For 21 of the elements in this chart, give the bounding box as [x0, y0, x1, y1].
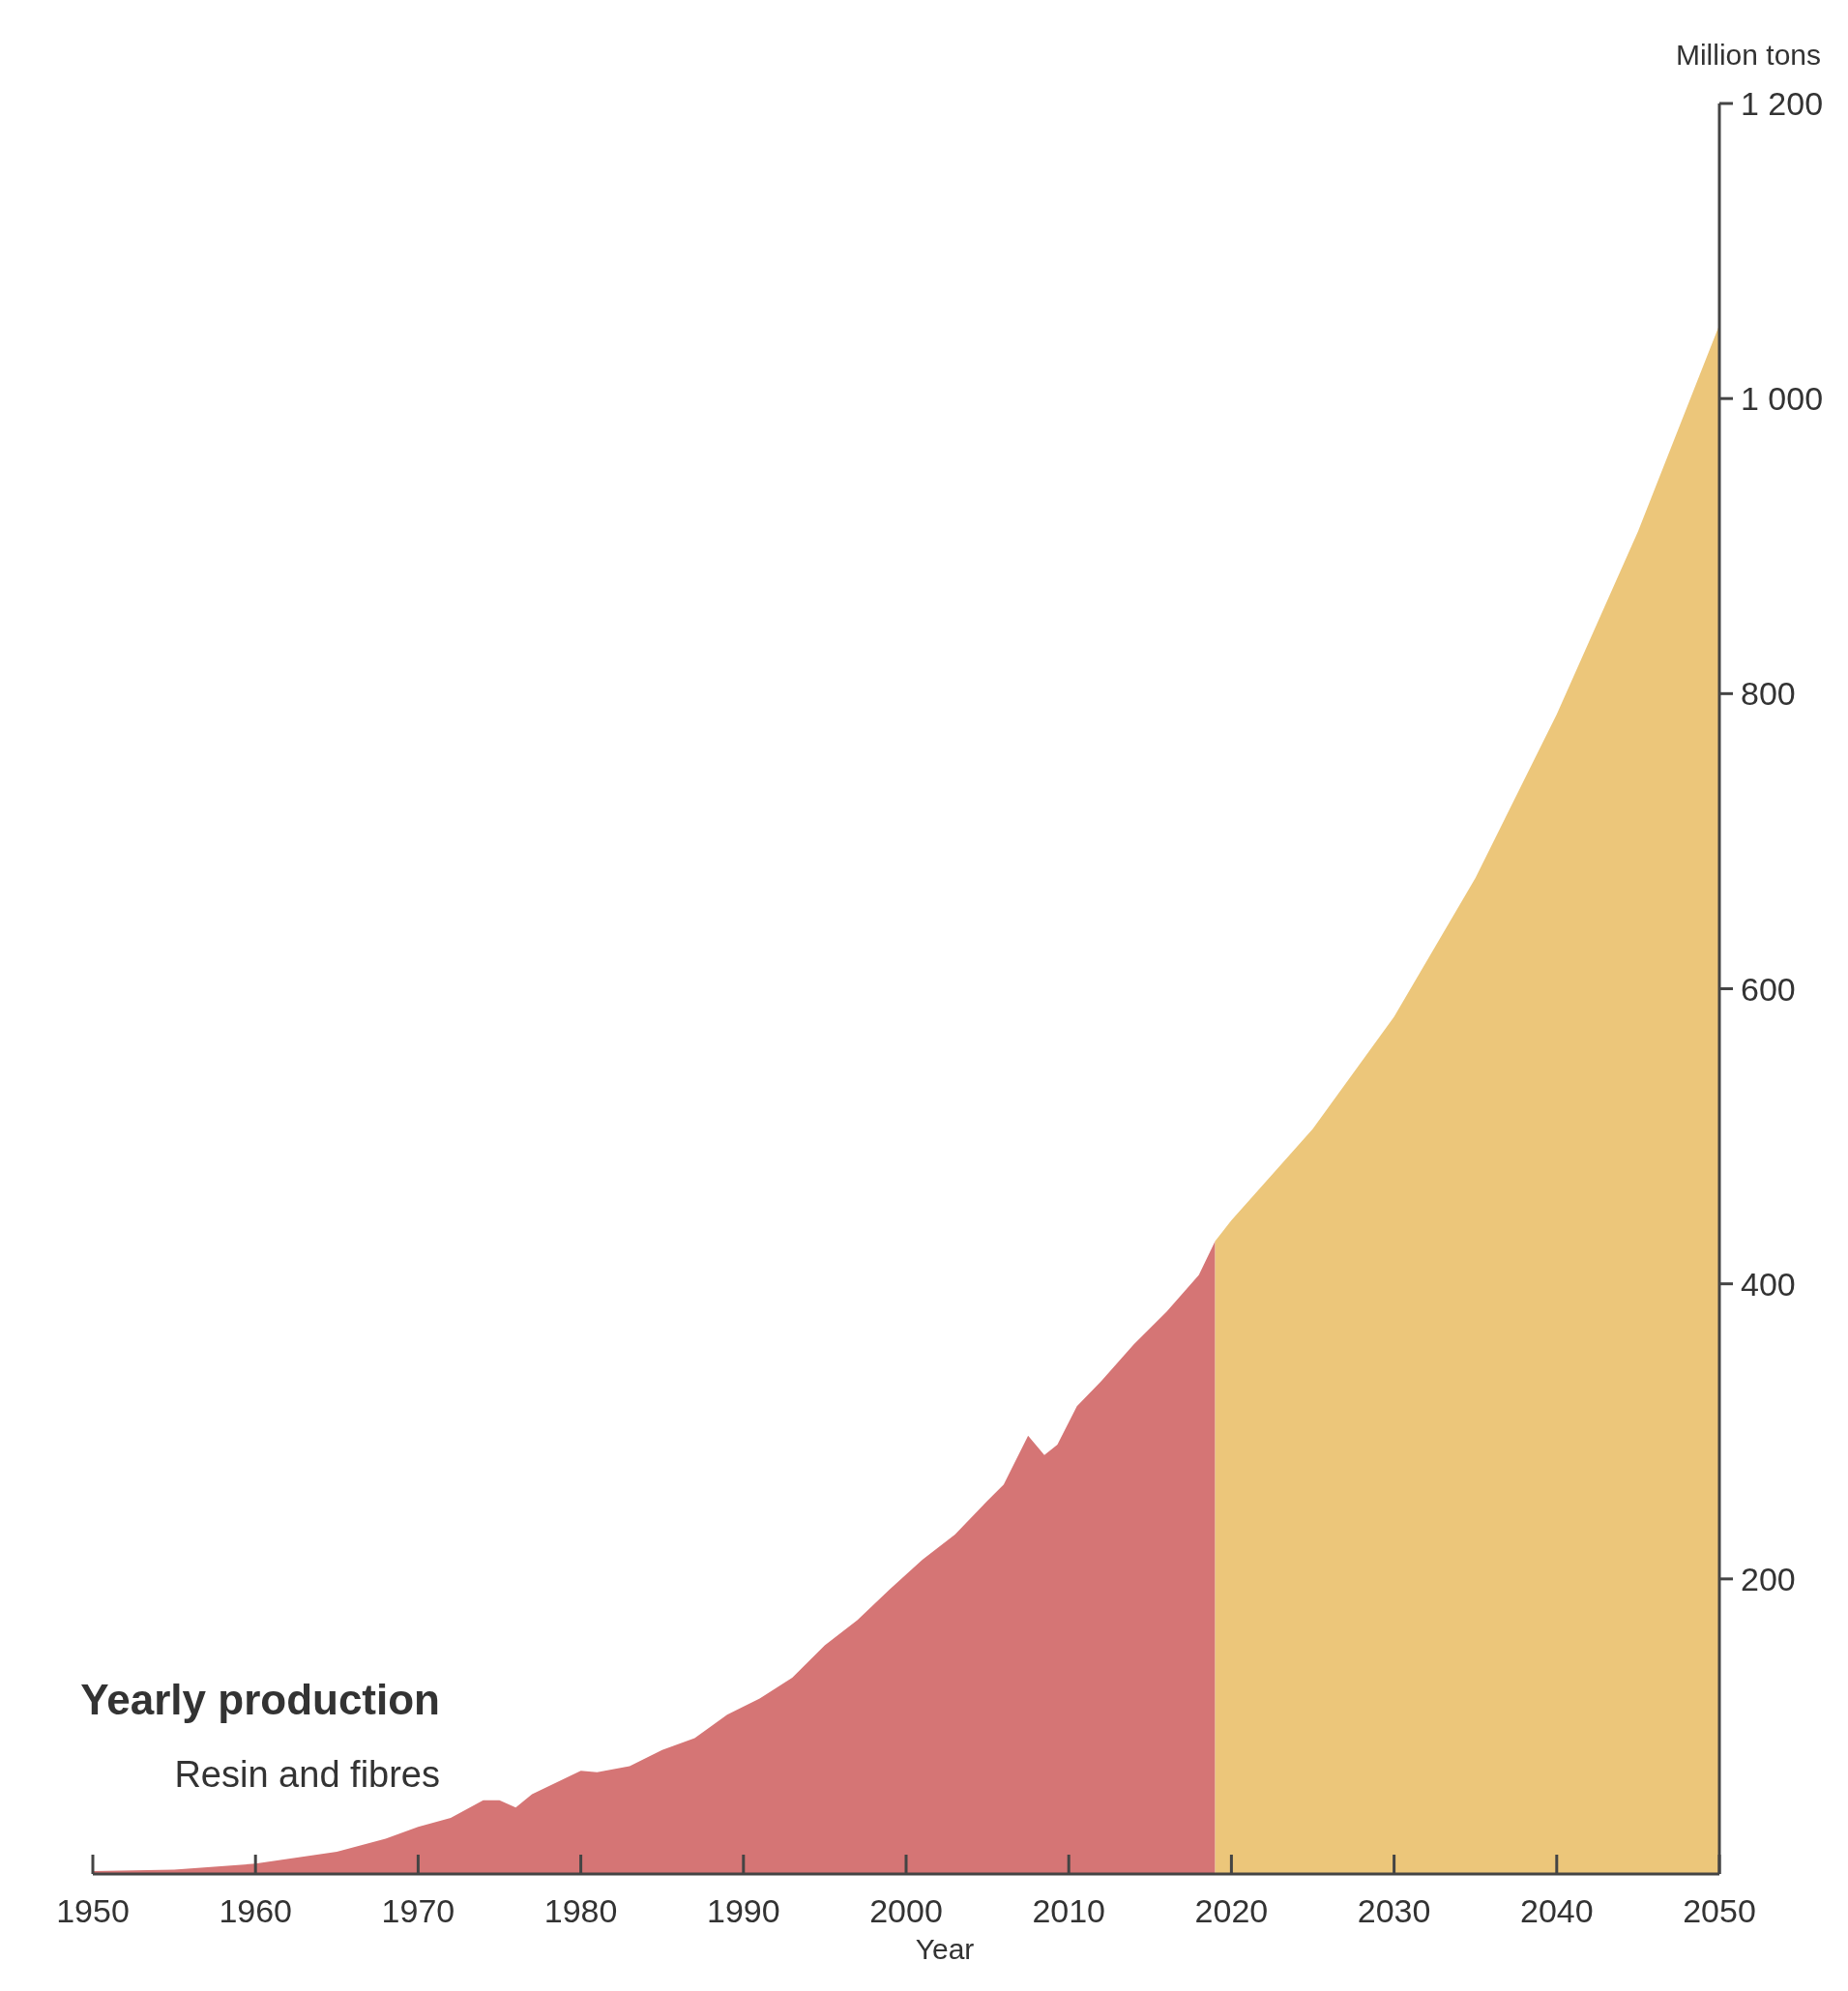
x-axis-title: Year [915, 1933, 975, 1965]
x-tick-label: 1970 [381, 1892, 455, 1929]
y-tick-label: 400 [1741, 1265, 1796, 1303]
text: Yearly production [80, 1676, 440, 1723]
y-tick-label: 600 [1741, 970, 1796, 1008]
x-tick-label: 2030 [1357, 1892, 1431, 1929]
x-tick-label: 2020 [1194, 1892, 1269, 1929]
x-tick-label: 1960 [219, 1892, 293, 1929]
text: Resin and fibres [174, 1754, 440, 1795]
x-tick-label: 2040 [1519, 1892, 1594, 1929]
y-axis-title: Million tons [1675, 39, 1822, 71]
y-tick-label: 1 200 [1741, 85, 1824, 122]
x-tick-label: 1990 [706, 1892, 780, 1929]
y-tick-label: 1 000 [1741, 380, 1824, 418]
y-tick-label: 800 [1741, 675, 1796, 713]
x-tick-label: 2050 [1683, 1892, 1756, 1929]
x-tick-label: 2010 [1032, 1892, 1106, 1929]
x-tick-label: 1980 [543, 1892, 618, 1929]
x-tick-label: 1950 [56, 1892, 130, 1929]
y-tick-label: 200 [1741, 1560, 1796, 1597]
x-tick-label: 2000 [869, 1892, 943, 1929]
